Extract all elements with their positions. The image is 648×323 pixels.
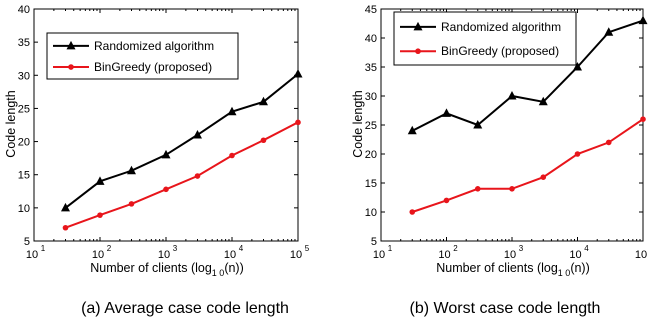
x-tick-label: 10 xyxy=(26,249,38,261)
x-tick-exponent: 2 xyxy=(107,244,112,253)
x-tick-exponent: 4 xyxy=(584,244,589,253)
y-tick-label: 30 xyxy=(18,70,30,82)
data-point xyxy=(574,151,581,157)
panel-caption: (a) Average case code length xyxy=(81,300,289,317)
x-tick-exponent: 1 xyxy=(41,244,46,253)
chart-panel-b: 10110210310410551015202530354045Number o… xyxy=(351,4,648,317)
x-tick-exponent: 2 xyxy=(453,244,458,253)
legend-marker xyxy=(66,40,76,50)
data-point xyxy=(407,125,417,135)
x-tick-exponent: 3 xyxy=(519,244,524,253)
x-tick-label: 10 xyxy=(635,249,647,261)
data-point xyxy=(258,96,268,106)
data-point xyxy=(95,176,105,185)
legend-label: Randomized algorithm xyxy=(94,39,214,53)
data-point xyxy=(474,186,481,192)
legend-box xyxy=(46,32,239,80)
y-tick-label: 25 xyxy=(18,103,30,115)
data-point xyxy=(128,201,135,207)
data-point xyxy=(229,152,235,159)
x-tick-label: 10 xyxy=(290,249,302,261)
data-point xyxy=(62,224,69,231)
data-point xyxy=(638,15,648,25)
y-tick-label: 15 xyxy=(18,170,30,182)
y-tick-label: 20 xyxy=(365,149,377,161)
series-line-bingreedy xyxy=(411,118,644,213)
data-point xyxy=(126,165,136,175)
y-tick-label: 5 xyxy=(371,236,377,248)
legend-label: Randomized algorithm xyxy=(441,20,561,34)
data-point xyxy=(295,119,301,126)
data-point xyxy=(163,186,169,193)
x-tick-label: 10 xyxy=(569,249,581,261)
x-tick-exponent: 5 xyxy=(305,244,310,253)
y-tick-label: 40 xyxy=(18,4,30,16)
data-point xyxy=(573,62,582,71)
y-tick-label: 10 xyxy=(18,203,30,215)
x-tick-exponent: 3 xyxy=(173,244,178,253)
y-tick-label: 15 xyxy=(365,178,377,190)
data-point xyxy=(473,120,483,129)
data-point xyxy=(604,27,614,36)
data-point xyxy=(443,197,450,204)
x-tick-label: 10 xyxy=(504,249,516,261)
legend-marker xyxy=(68,64,74,70)
x-tick-exponent: 4 xyxy=(239,244,244,253)
y-tick-label: 45 xyxy=(365,4,377,16)
y-tick-label: 30 xyxy=(365,91,377,103)
panel-caption: (b) Worst case code length xyxy=(410,300,601,317)
x-axis-label: Number of clients (log1 0(n)) xyxy=(90,261,244,278)
legend-marker xyxy=(415,48,421,55)
x-tick-exponent: 1 xyxy=(388,244,393,253)
data-point xyxy=(192,129,202,139)
data-point xyxy=(507,91,517,100)
x-tick-label: 10 xyxy=(158,249,170,261)
data-point xyxy=(293,68,303,78)
data-point xyxy=(409,209,416,215)
data-point xyxy=(640,116,646,122)
data-point xyxy=(538,96,548,106)
y-tick-label: 10 xyxy=(365,207,377,219)
y-axis-label: Code length xyxy=(351,90,365,157)
series-line-bingreedy xyxy=(65,121,299,229)
legend-label: BinGreedy (proposed) xyxy=(94,60,212,74)
x-tick-label: 10 xyxy=(373,249,385,261)
y-tick-label: 40 xyxy=(365,33,377,45)
y-tick-label: 35 xyxy=(365,62,377,74)
series-line-randomized xyxy=(64,73,299,209)
data-point xyxy=(97,212,103,218)
x-tick-label: 10 xyxy=(92,249,104,261)
legend-marker xyxy=(413,21,423,31)
legend-label: BinGreedy (proposed) xyxy=(441,44,559,58)
data-point xyxy=(605,139,612,146)
y-tick-label: 35 xyxy=(18,37,30,49)
series-line-randomized xyxy=(411,19,644,132)
legend-box xyxy=(393,11,577,66)
data-point xyxy=(540,174,547,180)
data-point xyxy=(260,137,267,144)
data-point xyxy=(509,186,515,192)
data-point xyxy=(60,202,70,212)
data-point xyxy=(194,173,201,179)
y-tick-label: 20 xyxy=(18,137,30,149)
data-point xyxy=(442,108,451,117)
x-tick-label: 10 xyxy=(438,249,450,261)
data-point xyxy=(161,149,171,159)
x-axis-label: Number of clients (log1 0(n)) xyxy=(436,261,590,278)
x-tick-label: 10 xyxy=(224,249,236,261)
y-axis-label: Code length xyxy=(4,90,18,157)
data-point xyxy=(227,106,237,116)
y-tick-label: 25 xyxy=(365,120,377,132)
y-tick-label: 5 xyxy=(24,236,30,248)
